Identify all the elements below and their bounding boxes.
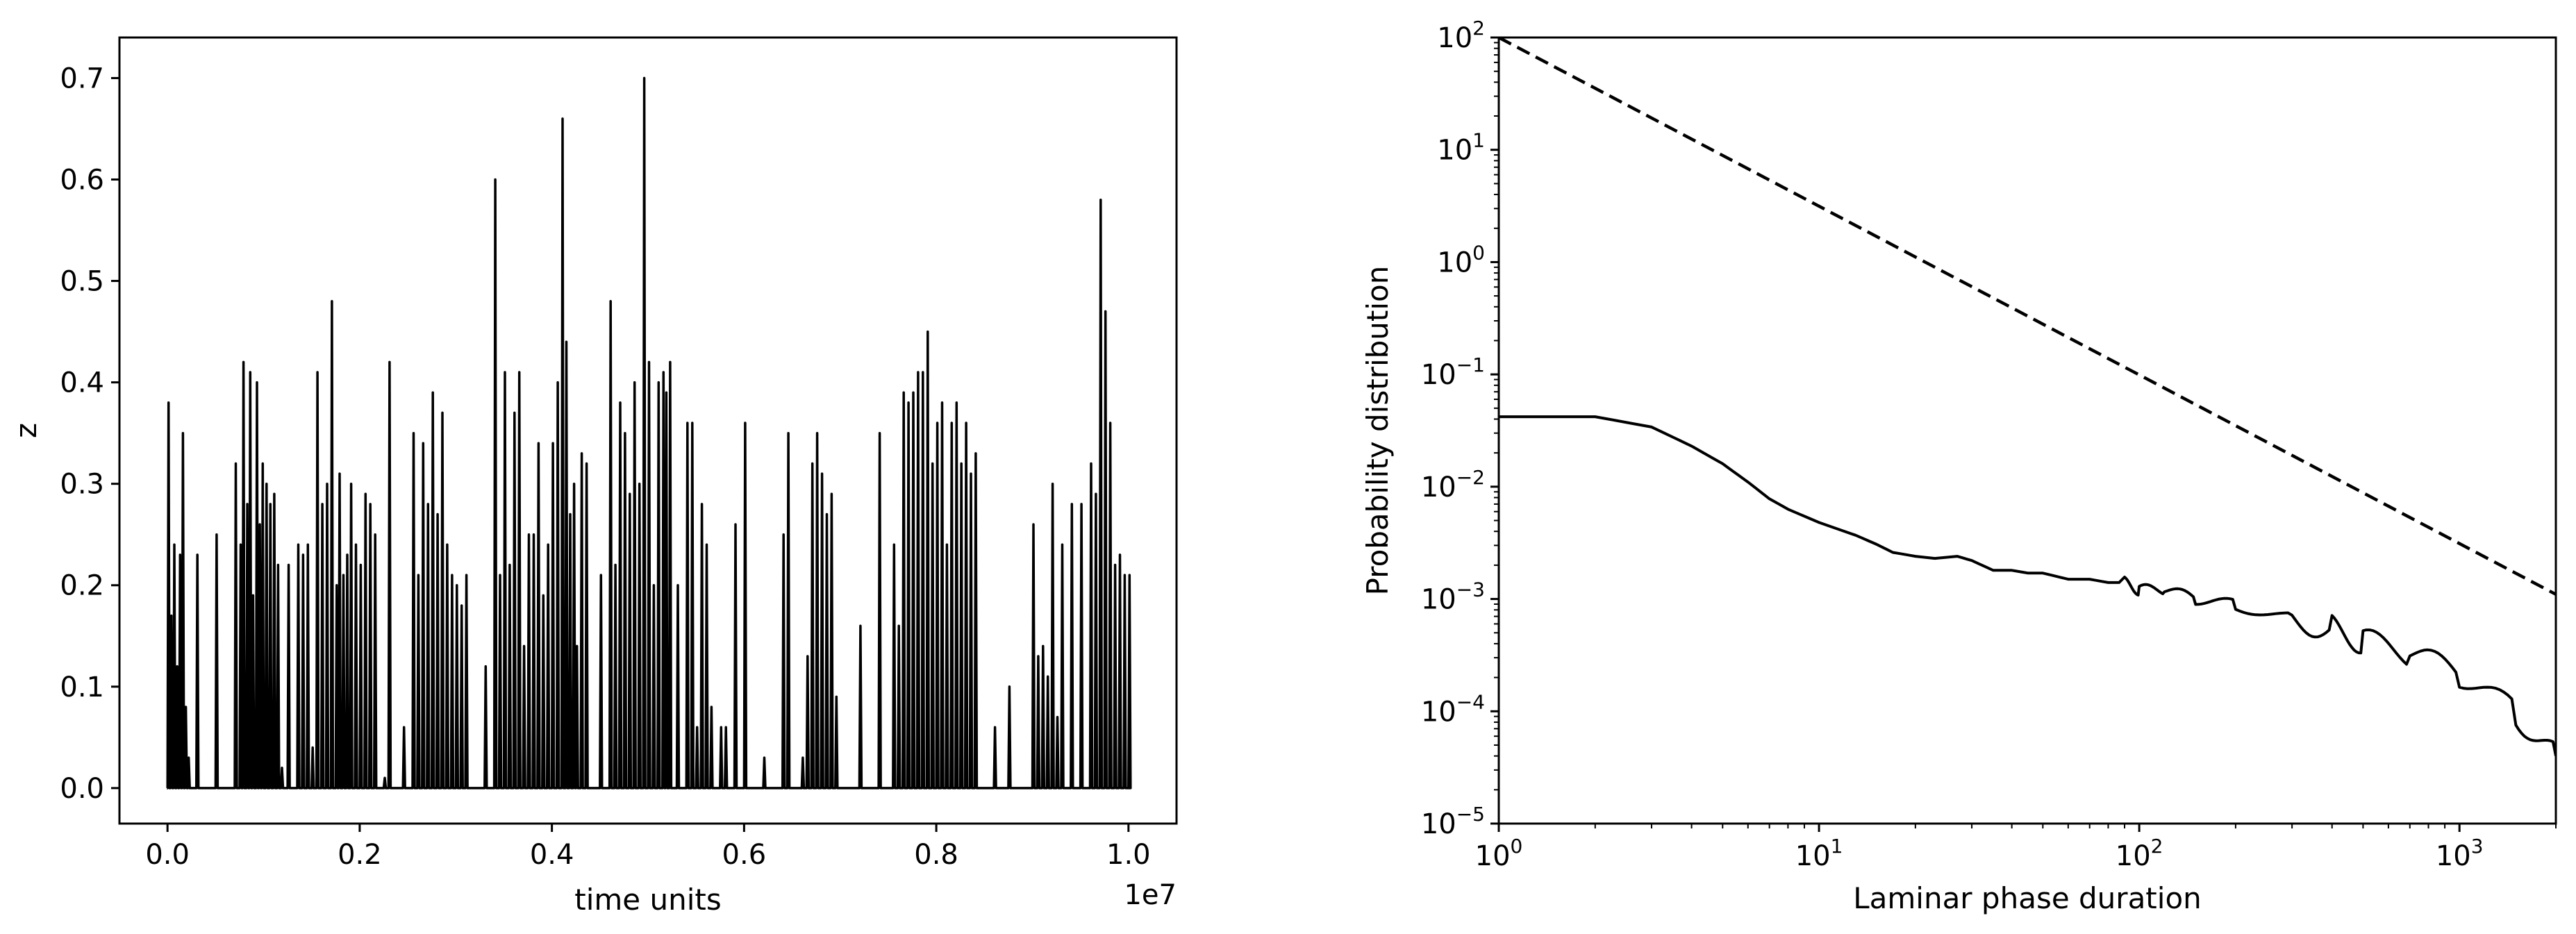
left-plot-area — [166, 76, 1132, 790]
left-y-tick-label: 0.4 — [60, 367, 104, 399]
right-plot-area — [1499, 37, 2556, 756]
right-y-tick-label: 10−5 — [1421, 803, 1485, 840]
laminar-distribution-panel: 100 101 102 103 10−5 10−4 10−3 10−2 10−1 100 101 10… — [1361, 17, 2557, 915]
left-y-tick-label: 0.7 — [60, 62, 104, 94]
right-y-tick-label: 10−3 — [1421, 578, 1485, 616]
right-y-axis-label: Probability distribution — [1361, 266, 1395, 596]
left-x-axis-label: time units — [574, 883, 722, 917]
right-ticks: 100 101 102 103 10−5 10−4 10−3 10−2 10−1 100 101 10… — [1421, 17, 2557, 872]
z-time-series-panel: 0.0 0.2 0.4 0.6 0.8 1.0 0.0 0.1 0.2 0.3 0.4 0.5 0.6 0… — [9, 36, 1178, 917]
right-x-tick-label: 100 — [1475, 835, 1523, 872]
left-y-tick-label: 0.5 — [60, 266, 104, 298]
right-axes-frame — [1497, 36, 2557, 825]
right-y-tick-label: 102 — [1437, 17, 1485, 54]
right-x-tick-label: 103 — [2436, 835, 2484, 872]
z-series-line — [166, 76, 1132, 790]
right-y-tick-label: 10−1 — [1421, 353, 1485, 391]
left-ticks: 0.0 0.2 0.4 0.6 0.8 1.0 0.0 0.1 0.2 0.3 0.4 0.5 0.6 0… — [60, 62, 1150, 871]
right-y-tick-label: 10−4 — [1421, 690, 1485, 728]
right-y-tick-label: 101 — [1437, 129, 1485, 167]
right-x-axis-label: Laminar phase duration — [1853, 881, 2202, 915]
left-x-tick-label: 1.0 — [1106, 839, 1151, 871]
left-y-tick-label: 0.6 — [60, 164, 104, 196]
left-y-tick-label: 0.0 — [60, 773, 104, 805]
right-y-tick-label: 100 — [1437, 241, 1485, 278]
right-x-tick-label: 101 — [1795, 835, 1843, 872]
right-y-tick-label: 10−2 — [1421, 466, 1485, 503]
laminar-distribution-line — [1499, 415, 2556, 756]
left-y-tick-label: 0.1 — [60, 672, 104, 703]
left-axes-frame — [118, 36, 1178, 825]
left-y-tick-label: 0.2 — [60, 570, 104, 602]
left-x-tick-label: 0.4 — [530, 839, 574, 871]
left-y-tick-label: 0.3 — [60, 469, 104, 501]
left-x-offset-label: 1e7 — [1124, 879, 1177, 911]
left-x-tick-label: 0.2 — [338, 839, 382, 871]
left-x-tick-label: 0.8 — [914, 839, 958, 871]
left-y-axis-label: z — [9, 423, 43, 438]
right-x-tick-label: 102 — [2116, 835, 2163, 872]
power-law-reference-line — [1499, 37, 2556, 596]
left-x-tick-label: 0.0 — [145, 839, 190, 871]
left-x-tick-label: 0.6 — [722, 839, 767, 871]
